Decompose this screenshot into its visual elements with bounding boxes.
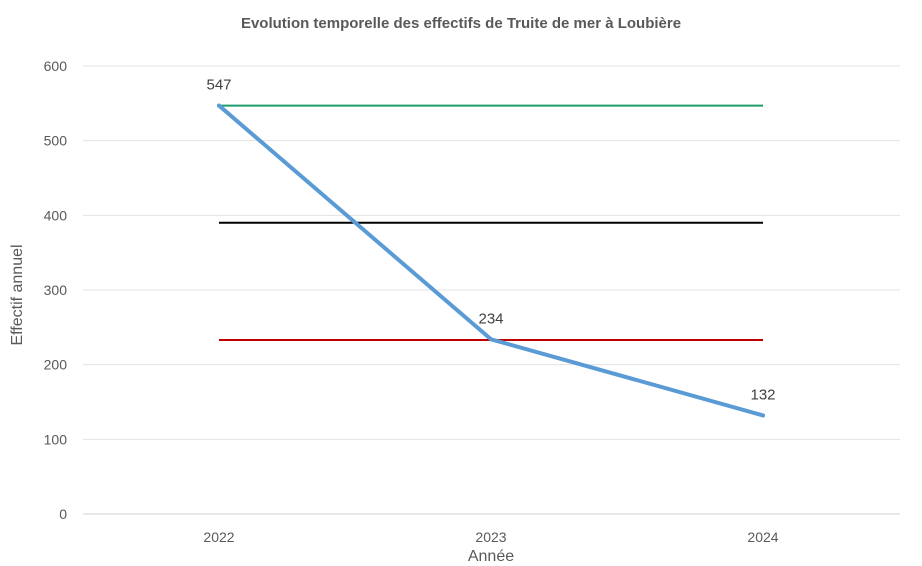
data-label: 132 bbox=[750, 386, 775, 403]
x-tick-label: 2022 bbox=[203, 529, 234, 545]
series-lines bbox=[217, 103, 765, 418]
y-tick-label: 200 bbox=[44, 357, 68, 373]
y-tick-label: 600 bbox=[44, 58, 68, 74]
x-tick-label: 2024 bbox=[747, 529, 778, 545]
y-tick-label: 0 bbox=[59, 506, 67, 522]
gridlines bbox=[83, 65, 900, 515]
data-point bbox=[489, 337, 493, 342]
y-axis-ticks: 0 100 200 300 400 500 600 bbox=[44, 58, 68, 522]
data-labels: 547 234 132 bbox=[206, 77, 775, 404]
y-tick-label: 100 bbox=[44, 431, 68, 447]
data-point bbox=[217, 103, 221, 108]
x-axis-label: Année bbox=[468, 548, 514, 565]
data-label: 234 bbox=[478, 310, 503, 327]
series-line-1 bbox=[217, 103, 765, 418]
y-tick-label: 500 bbox=[44, 133, 68, 149]
x-tick-label: 2023 bbox=[475, 529, 506, 545]
chart-title: Evolution temporelle des effectifs de Tr… bbox=[241, 15, 681, 32]
y-axis-label: Effectif annuel bbox=[9, 244, 26, 345]
data-point bbox=[761, 413, 765, 418]
y-tick-label: 400 bbox=[44, 207, 68, 223]
y-tick-label: 300 bbox=[44, 282, 68, 298]
x-axis-ticks: 2022 2023 2024 bbox=[203, 529, 778, 545]
data-label: 547 bbox=[206, 77, 231, 94]
